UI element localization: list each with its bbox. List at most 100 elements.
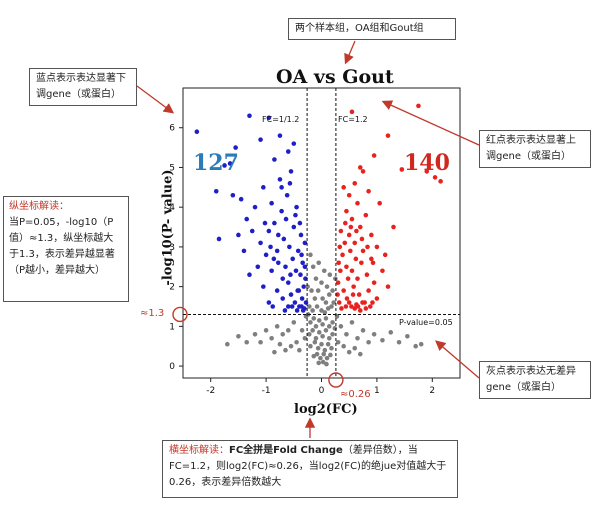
down-point [299,252,304,258]
down-point [291,224,297,230]
ns-point [329,345,334,351]
left-note-box: 蓝点表示表达显著下调gene（或蛋白） [29,68,137,106]
up-point [369,232,374,238]
up-point [335,280,341,285]
y-tick-label: 3 [169,243,175,253]
ns-point [333,276,338,281]
ns-point [263,328,269,333]
ns-point [315,345,321,351]
ns-point [323,316,329,321]
up-point [424,169,430,174]
ns-point [320,333,325,339]
up-point [349,109,355,115]
ns-point [280,332,286,337]
down-point [303,300,309,305]
up-point [346,192,352,198]
up-point [399,167,405,172]
approx-y-label: ≈1.3 [140,308,165,319]
down-point [271,256,277,262]
ns-point [335,339,341,345]
up-point [355,304,361,309]
up-point [364,272,370,278]
down-point [280,296,286,301]
up-point [349,304,354,309]
up-point [359,260,364,266]
down-point [249,228,255,234]
ns-point [322,310,328,315]
down-point [293,268,299,274]
down-point [283,264,288,270]
up-point [385,284,391,289]
down-point [281,236,287,242]
ns-point [330,320,335,325]
y-axis-label: -log10(P- value) [160,169,176,286]
up-point [357,224,363,230]
down-point [287,244,292,250]
y-tick-label: 5 [169,163,175,173]
ns-point [332,326,338,331]
approx-x-label: ≈0.26 [340,389,371,400]
ns-point [277,341,283,347]
ns-point [325,306,331,311]
ns-point [316,260,322,266]
ns-point [320,359,326,365]
ns-point [307,332,312,337]
y-threshold-circle [172,306,188,323]
up-point [339,306,344,311]
down-point [280,276,286,281]
ns-point [327,272,333,278]
up-point [365,244,370,250]
down-point [213,188,219,194]
ns-point [309,288,314,293]
up-point [357,165,363,170]
up-point [374,296,380,301]
down-point [258,240,263,246]
up-point [367,304,373,309]
fc-high-label: FC=1.2 [338,115,368,124]
up-point [343,304,349,309]
down-point [282,308,288,313]
up-point [345,276,351,281]
up-point [355,200,360,206]
ns-point [323,300,329,305]
ns-point [418,341,424,347]
ns-point [357,351,363,357]
up-point [343,220,348,226]
ns-point [413,343,418,349]
down-point [261,185,266,190]
down-point [299,304,304,309]
down-point [289,304,295,309]
down-point [298,272,303,278]
up-point [360,248,366,254]
up-point [352,306,358,311]
ns-point [312,339,318,345]
y-note-body: 当P=0.05，-log10（P值）≈1.3，纵坐标越大于1.3，表示差异越显著… [9,217,115,276]
down-point [216,236,222,242]
y-note-title: 纵坐标解读： [9,201,69,212]
ns-point [331,300,336,305]
down-point [238,196,244,202]
ns-point [308,252,313,258]
up-point [341,185,346,190]
down-point [270,304,276,309]
ns-point [283,347,288,353]
x-tick-label: -2 [206,386,215,396]
up-point [349,268,355,274]
up-point [346,300,352,305]
down-point [266,300,272,305]
gray-note-text: 灰点表示表达无差异gene（或蛋白） [486,366,576,393]
down-point [285,304,291,309]
down-point [279,185,284,190]
up-point [354,228,359,234]
ns-point [311,353,317,359]
up-point [366,188,371,194]
down-point [236,232,241,238]
up-point [341,288,346,293]
ns-point [311,316,317,321]
up-point [438,179,443,184]
left-note-text: 蓝点表示表达显著下调gene（或蛋白） [36,73,126,100]
ns-point [352,345,358,351]
ns-point [316,318,322,323]
down-point [222,163,227,168]
ns-point [330,332,335,337]
